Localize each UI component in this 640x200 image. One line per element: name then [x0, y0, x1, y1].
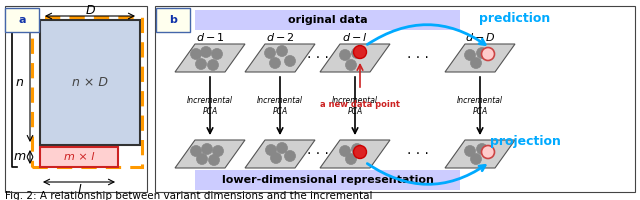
- Text: · · ·: · · ·: [406, 51, 428, 65]
- Circle shape: [209, 154, 220, 166]
- Text: Incremental
PCA: Incremental PCA: [332, 96, 378, 116]
- Circle shape: [276, 46, 287, 56]
- Circle shape: [196, 154, 207, 164]
- Text: Fig. 2: A relationship between variant dimensions and the incremental: Fig. 2: A relationship between variant d…: [5, 191, 372, 200]
- Circle shape: [276, 142, 287, 154]
- Polygon shape: [445, 44, 515, 72]
- Circle shape: [200, 46, 211, 58]
- Bar: [195, 10, 460, 30]
- Text: a new data point: a new data point: [320, 100, 400, 109]
- Text: $d-D$: $d-D$: [465, 31, 495, 43]
- Bar: [5, 6, 147, 192]
- Text: $d-2$: $d-2$: [266, 31, 294, 43]
- Circle shape: [346, 154, 356, 164]
- Circle shape: [212, 146, 223, 156]
- Circle shape: [481, 146, 495, 158]
- Circle shape: [264, 47, 275, 58]
- Text: Incremental
PCA: Incremental PCA: [187, 96, 233, 116]
- Polygon shape: [175, 44, 245, 72]
- Circle shape: [211, 48, 223, 60]
- Text: n: n: [16, 76, 24, 89]
- Circle shape: [481, 47, 495, 60]
- Text: m × l: m × l: [64, 152, 94, 162]
- Text: m: m: [14, 150, 26, 163]
- Text: $d-1$: $d-1$: [196, 31, 225, 43]
- Text: D: D: [85, 3, 95, 17]
- Circle shape: [465, 49, 476, 60]
- Polygon shape: [245, 44, 315, 72]
- Circle shape: [351, 47, 362, 58]
- Circle shape: [269, 58, 280, 68]
- FancyBboxPatch shape: [5, 8, 39, 32]
- Circle shape: [207, 60, 218, 71]
- Circle shape: [465, 146, 476, 156]
- Polygon shape: [445, 140, 515, 168]
- Text: Incremental
PCA: Incremental PCA: [257, 96, 303, 116]
- Polygon shape: [320, 140, 390, 168]
- Text: · · ·: · · ·: [307, 147, 328, 161]
- Circle shape: [285, 55, 296, 66]
- Text: · · ·: · · ·: [406, 147, 428, 161]
- Circle shape: [191, 48, 202, 60]
- Bar: [40, 147, 118, 167]
- Circle shape: [266, 144, 276, 156]
- Bar: [195, 170, 460, 190]
- Bar: [32, 17, 142, 167]
- Text: n × D: n × D: [72, 76, 108, 89]
- Text: original data: original data: [288, 15, 367, 25]
- Text: Incremental
PCA: Incremental PCA: [457, 96, 503, 116]
- Text: lower-dimensional representation: lower-dimensional representation: [221, 175, 433, 185]
- Circle shape: [202, 144, 212, 154]
- Circle shape: [346, 60, 356, 71]
- Text: b: b: [169, 15, 177, 25]
- Circle shape: [470, 154, 481, 164]
- Circle shape: [285, 150, 296, 162]
- Circle shape: [339, 146, 351, 156]
- Text: projection: projection: [490, 136, 561, 148]
- Circle shape: [353, 146, 367, 158]
- Circle shape: [271, 152, 282, 163]
- Text: l: l: [77, 184, 81, 198]
- Circle shape: [353, 46, 367, 58]
- Bar: [155, 6, 635, 192]
- Circle shape: [351, 144, 362, 154]
- Polygon shape: [175, 140, 245, 168]
- Circle shape: [477, 47, 488, 58]
- Polygon shape: [245, 140, 315, 168]
- Text: $d-l$: $d-l$: [342, 31, 368, 43]
- Bar: [40, 20, 140, 145]
- Circle shape: [195, 58, 207, 70]
- Circle shape: [339, 49, 351, 60]
- Polygon shape: [320, 44, 390, 72]
- FancyBboxPatch shape: [156, 8, 190, 32]
- Circle shape: [477, 144, 488, 154]
- Circle shape: [470, 58, 481, 68]
- Text: · · ·: · · ·: [307, 51, 328, 65]
- Circle shape: [191, 146, 202, 156]
- Text: a: a: [19, 15, 26, 25]
- Text: prediction: prediction: [479, 12, 550, 25]
